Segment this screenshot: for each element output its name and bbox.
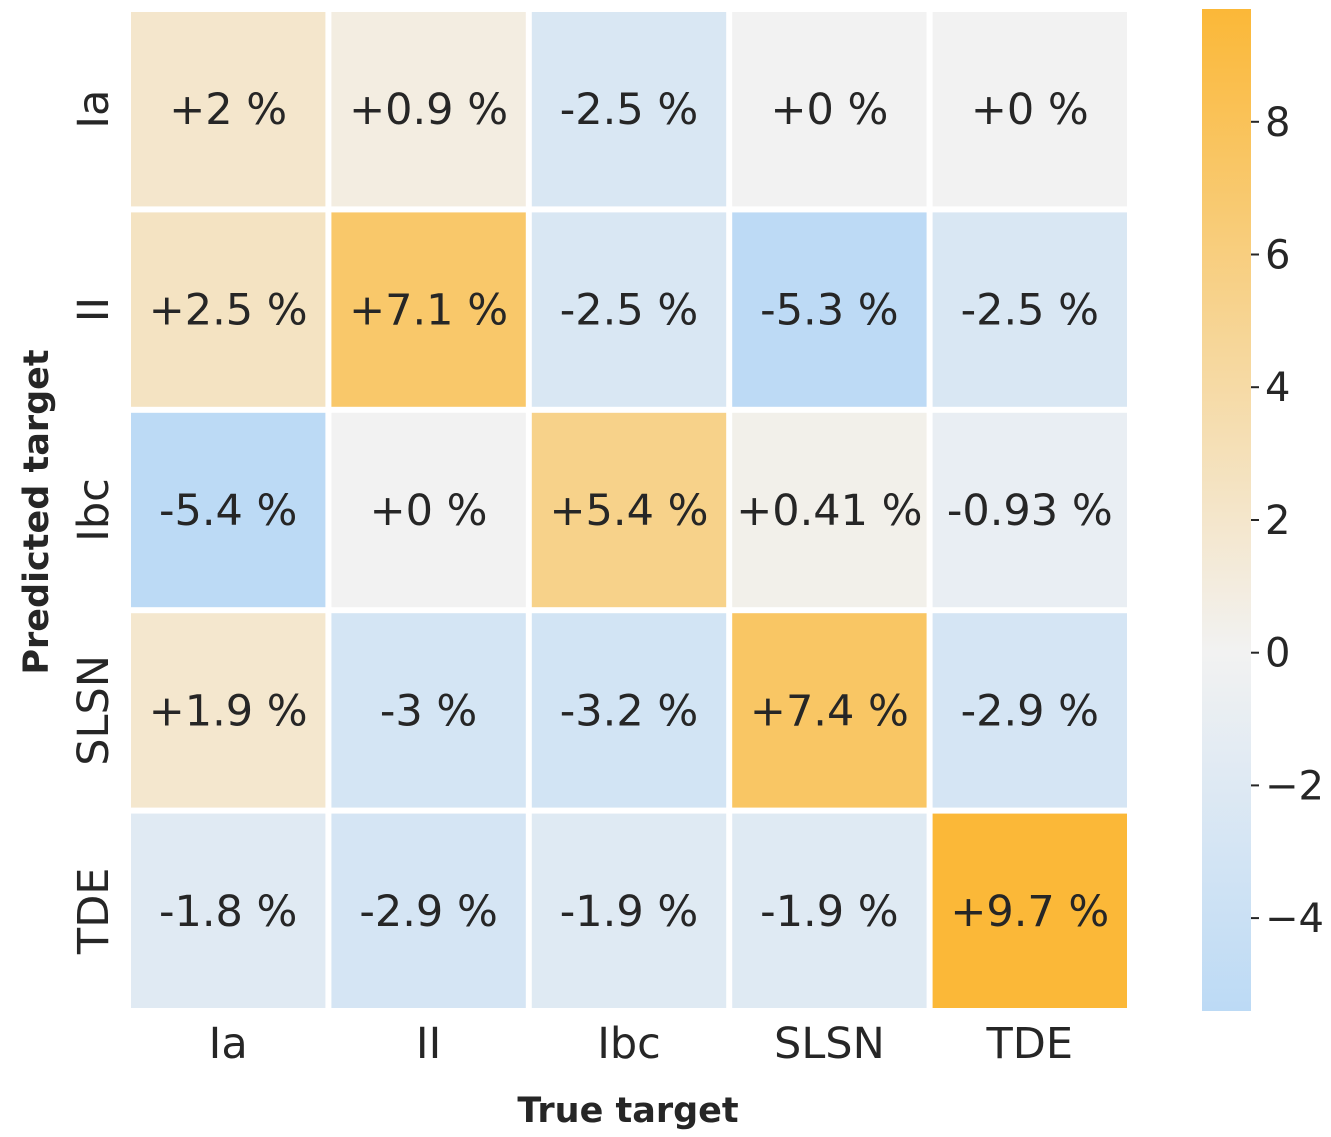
cell-value-label: -1.9 % [560, 887, 698, 937]
colorbar-tick-label: 0 [1265, 631, 1290, 677]
cell-value-label: -1.9 % [760, 887, 898, 937]
cell-value-label: -2.5 % [961, 286, 1099, 336]
heatmap-cell [531, 613, 727, 808]
heatmap-cell [331, 613, 526, 808]
y-tick-label: Ia [69, 90, 119, 129]
cell-value-label: +7.1 % [349, 286, 508, 336]
x-tick-label: Ia [209, 1019, 248, 1069]
cell-value-label: -5.3 % [760, 286, 898, 336]
heatmap-cell [932, 813, 1127, 1008]
cell-value-label: +0 % [770, 85, 888, 135]
cell-value-label: +1.9 % [149, 686, 308, 736]
colorbar-tick-label: 2 [1265, 498, 1290, 544]
cell-value-label: -1.8 % [159, 887, 297, 937]
cell-value-label: -2.9 % [359, 887, 497, 937]
cell-value-label: -0.93 % [947, 486, 1113, 536]
heatmap-cell [331, 212, 526, 407]
colorbar-tick-label: 8 [1265, 100, 1290, 146]
heatmap-cell [331, 412, 526, 608]
x-tick-labels: Ia II Ibc SLSN TDE [209, 1019, 1073, 1069]
cell-value-label: -3.2 % [560, 686, 698, 736]
heatmap-cell [732, 12, 927, 207]
y-tick-label: TDE [69, 868, 119, 956]
heatmap-cell [732, 412, 927, 608]
heatmap-cell [331, 813, 526, 1008]
y-tick-label: SLSN [69, 655, 119, 766]
heatmap-cell [932, 212, 1127, 407]
colorbar-tick-label: 6 [1265, 233, 1290, 279]
cell-value-label: +7.4 % [750, 686, 909, 736]
colorbar-ticks: −4 −2 0 2 4 6 8 [1251, 100, 1324, 942]
heatmap-cells: +2 % +0.9 % -2.5 % +0 % +0 % +2.5 % +7.1 % -2.5… [131, 12, 1127, 1008]
cell-value-label: +0.41 % [736, 486, 922, 536]
cell-value-label: +9.7 % [950, 887, 1109, 937]
cell-value-label: +5.4 % [550, 486, 709, 536]
cell-value-label: +2 % [169, 85, 287, 135]
cell-value-label: -5.4 % [159, 486, 297, 536]
heatmap-cell [732, 813, 927, 1008]
y-axis-title: Predicted target [17, 349, 57, 674]
cell-value-label: -2.9 % [961, 686, 1099, 736]
colorbar [1202, 9, 1251, 1011]
heatmap-cell [131, 12, 326, 207]
heatmap-cell [732, 613, 927, 808]
heatmap-cell [531, 813, 727, 1008]
x-tick-label: SLSN [774, 1019, 885, 1069]
heatmap-cell [131, 813, 326, 1008]
heatmap-cell [131, 212, 326, 407]
x-tick-label: II [416, 1019, 441, 1069]
heatmap-cell [732, 212, 927, 407]
heatmap-cell [932, 613, 1127, 808]
heatmap-cell [531, 412, 727, 608]
y-tick-label: Ibc [69, 478, 119, 542]
y-tick-labels: Ia II Ibc SLSN TDE [69, 90, 119, 955]
cell-value-label: -2.5 % [560, 286, 698, 336]
cell-value-label: +0.9 % [349, 85, 508, 135]
heatmap-cell [531, 12, 727, 207]
heatmap-cell [531, 212, 727, 407]
heatmap-cell [932, 412, 1127, 608]
cell-value-label: +2.5 % [149, 286, 308, 336]
colorbar-tick-label: −4 [1265, 896, 1324, 942]
heatmap-cell [131, 412, 326, 608]
heatmap-cell [331, 12, 526, 207]
colorbar-tick-label: 4 [1265, 365, 1290, 411]
cell-value-label: +0 % [971, 85, 1089, 135]
x-axis-title: True target [517, 1091, 738, 1131]
cell-value-label: -3 % [380, 686, 477, 736]
colorbar-tick-label: −2 [1265, 763, 1324, 809]
x-tick-label: TDE [986, 1019, 1074, 1069]
x-tick-label: Ibc [597, 1019, 661, 1069]
cell-value-label: -2.5 % [560, 85, 698, 135]
heatmap-cell [932, 12, 1127, 207]
cell-value-label: +0 % [370, 486, 488, 536]
heatmap-cell [131, 613, 326, 808]
y-tick-label: II [69, 297, 119, 322]
